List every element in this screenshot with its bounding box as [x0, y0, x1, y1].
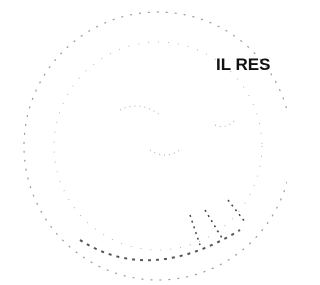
background [0, 0, 287, 285]
stamp-text: IL RES [216, 55, 270, 74]
stamp-image: IL RES [0, 0, 287, 285]
page: IL RES (() => { const data = JSON.parse(… [0, 0, 287, 285]
